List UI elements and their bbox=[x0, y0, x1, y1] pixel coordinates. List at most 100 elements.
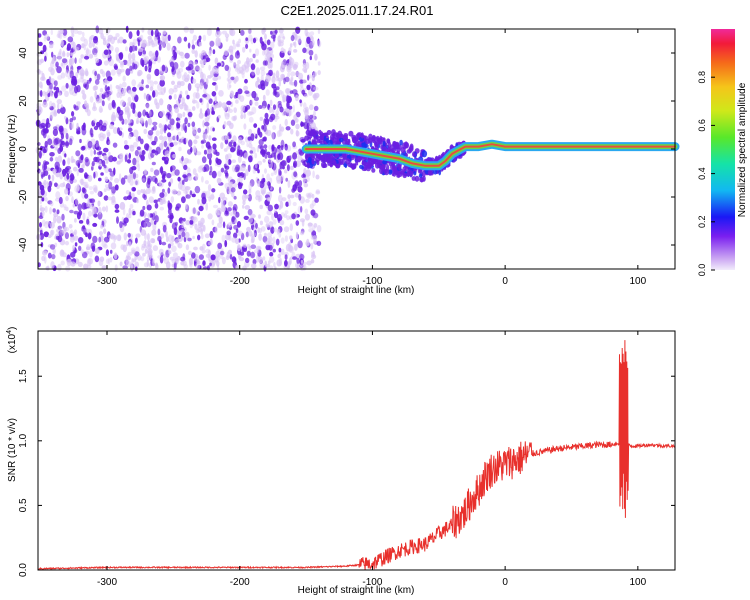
spectrogram-point bbox=[178, 146, 182, 152]
spectrogram-point bbox=[56, 99, 62, 105]
spectrogram-point bbox=[91, 160, 95, 167]
spectrogram-point bbox=[114, 264, 118, 272]
spectrogram-point bbox=[130, 91, 137, 98]
spectrogram-point bbox=[201, 249, 206, 254]
spectrogram-point bbox=[251, 90, 257, 99]
spectrogram-point bbox=[44, 55, 47, 62]
spectrogram-point bbox=[66, 46, 70, 51]
spectrogram-point bbox=[316, 225, 322, 233]
spectrogram-point bbox=[260, 145, 264, 151]
spectrogram-point bbox=[187, 237, 192, 242]
spectrogram-point bbox=[125, 190, 130, 195]
spectrogram-point bbox=[306, 260, 312, 266]
spectrogram-point bbox=[194, 223, 198, 230]
spectrogram-point bbox=[61, 58, 68, 64]
spectrogram-point bbox=[202, 260, 206, 266]
spectrogram-point bbox=[59, 29, 64, 35]
spectrogram-point bbox=[82, 93, 87, 100]
spectrogram-point bbox=[201, 156, 207, 164]
spectrogram-point bbox=[289, 90, 294, 94]
spectrogram-point bbox=[137, 163, 141, 172]
spectrogram-point bbox=[169, 142, 174, 147]
spectrogram-point bbox=[228, 181, 234, 187]
spectrogram-point bbox=[233, 232, 238, 239]
spectrogram-point bbox=[242, 46, 246, 53]
spectrogram-point bbox=[96, 146, 102, 151]
spectrogram-point bbox=[54, 182, 58, 188]
spectrogram-point bbox=[143, 222, 147, 228]
spectrogram-point bbox=[186, 74, 190, 81]
spectrogram-point bbox=[70, 251, 76, 258]
spectrogram-point bbox=[48, 180, 52, 188]
spectrogram-point bbox=[233, 107, 237, 113]
spectrogram-point bbox=[153, 80, 158, 85]
spectrogram-point bbox=[196, 86, 200, 92]
spectrogram-point bbox=[274, 203, 279, 210]
spectrogram-point bbox=[248, 34, 253, 42]
spectrogram-point bbox=[193, 145, 197, 153]
spectrogram-point bbox=[147, 38, 153, 44]
spectrogram-point bbox=[317, 40, 322, 48]
spectrogram-point bbox=[317, 154, 323, 160]
spectrogram-point bbox=[293, 171, 298, 178]
spectrogram-point bbox=[146, 233, 150, 241]
spectrogram-point bbox=[264, 168, 267, 174]
spectrogram-point bbox=[192, 130, 196, 137]
spectrogram-point bbox=[43, 179, 47, 186]
spectrogram-point bbox=[198, 254, 204, 260]
spectrogram-point bbox=[86, 218, 90, 225]
spectrogram-point bbox=[255, 245, 262, 251]
spectrogram-point bbox=[177, 131, 182, 136]
spectrogram-point bbox=[251, 233, 254, 240]
spectrogram-point bbox=[249, 99, 253, 106]
spectrogram-point bbox=[102, 79, 108, 86]
spectrogram-point bbox=[224, 64, 230, 71]
spectrogram-point bbox=[154, 136, 158, 143]
spectrogram-point bbox=[290, 35, 295, 42]
spectrogram-point bbox=[250, 238, 254, 244]
spectrogram-point bbox=[234, 257, 237, 265]
spectrogram-point bbox=[148, 110, 152, 117]
spectrogram-point bbox=[286, 88, 292, 97]
spectrogram-point bbox=[248, 183, 252, 191]
spectrogram-point bbox=[147, 212, 151, 218]
spectrogram-point bbox=[99, 256, 105, 263]
spectrogram-point bbox=[141, 178, 146, 182]
spectrogram-point bbox=[261, 49, 266, 56]
spectrogram-point bbox=[37, 106, 43, 115]
spectrogram-point bbox=[111, 101, 117, 109]
spectrogram-point bbox=[271, 213, 274, 221]
spectrogram-point bbox=[264, 148, 268, 154]
spectrogram-point bbox=[382, 167, 386, 171]
spectrogram-point bbox=[212, 143, 217, 150]
spectrogram-point bbox=[124, 118, 128, 125]
spectrogram-point bbox=[77, 261, 83, 268]
spectrogram-point bbox=[279, 174, 285, 182]
spectrogram-point bbox=[400, 146, 406, 154]
spectrogram-point bbox=[92, 184, 98, 191]
spectrogram-point bbox=[258, 139, 264, 146]
spectrogram-point bbox=[152, 186, 156, 192]
spectrogram-point bbox=[209, 70, 214, 78]
snr-chart: -300 -200 -100 0 100 0.0 0.5 1.0 1.5 Height of … bbox=[6, 327, 676, 596]
spectrogram-point bbox=[209, 40, 215, 47]
spectrogram-point bbox=[182, 253, 186, 260]
spectrogram-point bbox=[202, 133, 208, 140]
spectrogram-point bbox=[183, 157, 189, 164]
spectrogram-point bbox=[270, 61, 273, 69]
spectrogram-point bbox=[49, 88, 53, 94]
spectrogram-point bbox=[168, 250, 172, 255]
spectrogram-point bbox=[285, 126, 291, 131]
spectrogram-point bbox=[306, 193, 312, 199]
spectrogram-point bbox=[254, 152, 258, 159]
spectrogram-point bbox=[275, 109, 280, 116]
spectrogram-point bbox=[258, 214, 261, 219]
spectrogram-point bbox=[59, 183, 66, 188]
spectrogram-x-tick-label: -100 bbox=[362, 276, 382, 287]
spectrogram-point bbox=[229, 54, 234, 61]
spectrogram-point bbox=[208, 64, 211, 71]
spectrogram-point bbox=[103, 164, 107, 169]
spectrogram-point bbox=[39, 198, 43, 205]
spectrogram-point bbox=[305, 169, 312, 177]
